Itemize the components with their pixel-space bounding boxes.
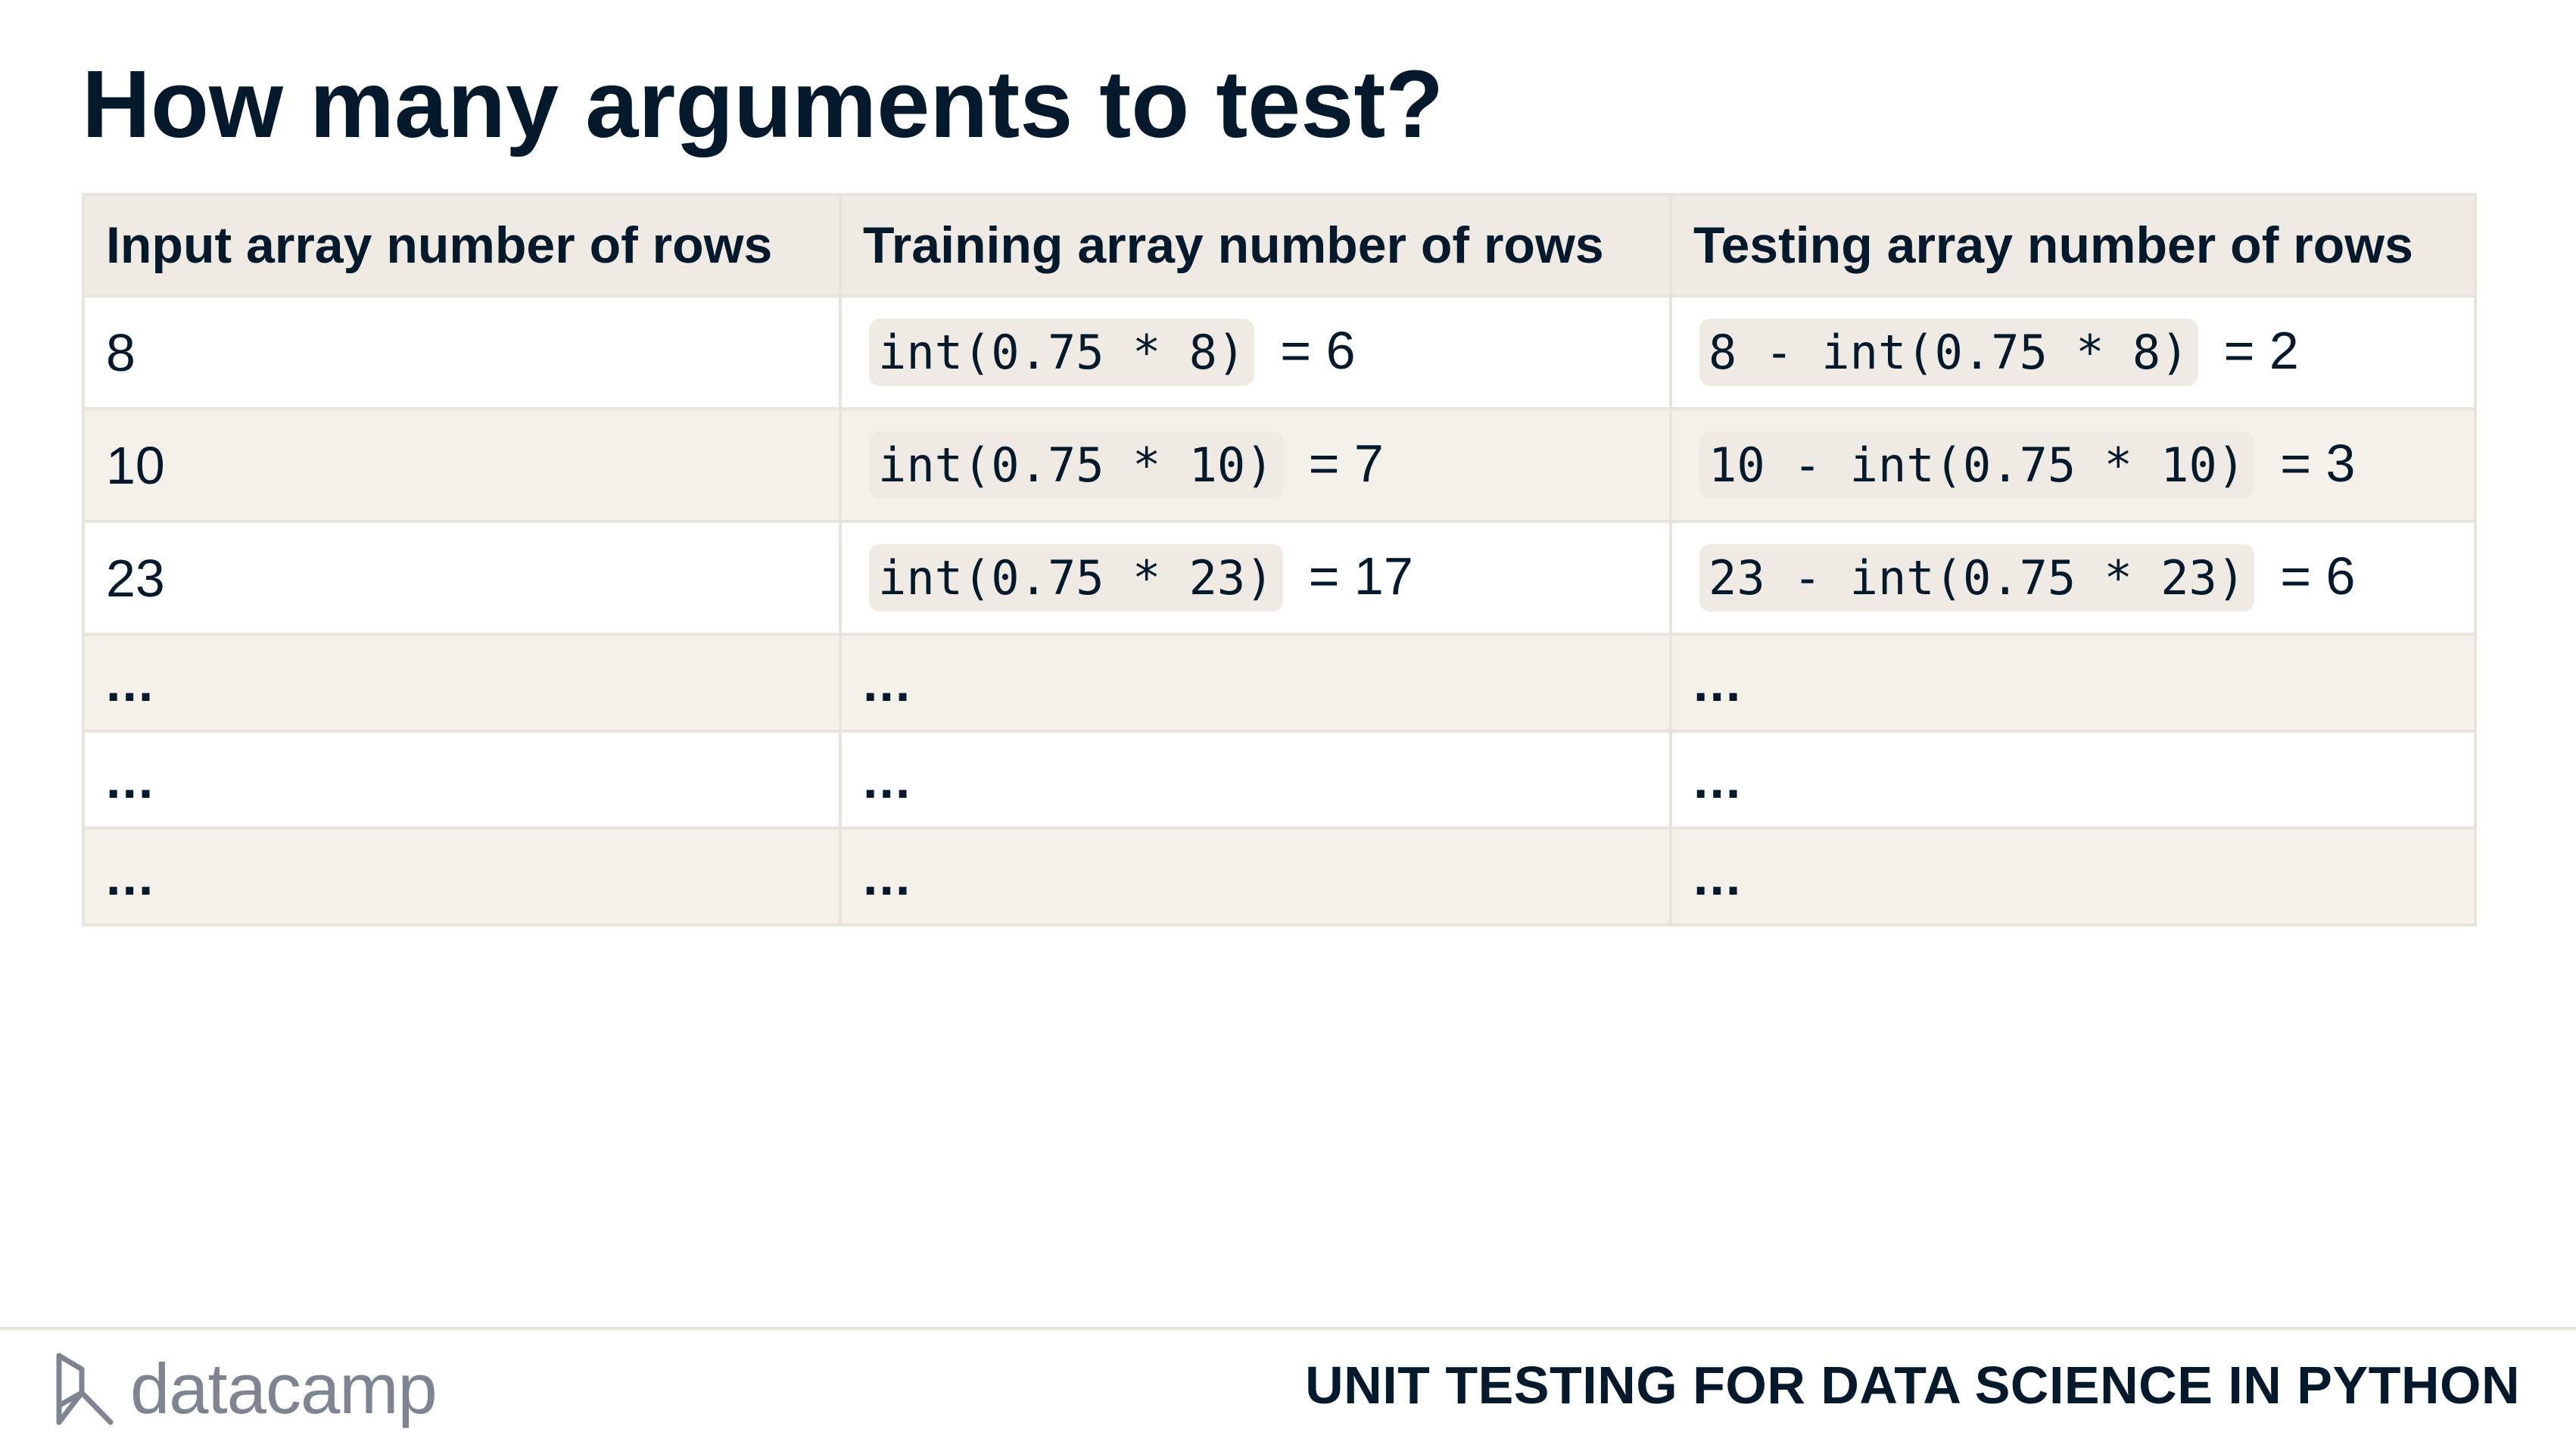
training-cell: int(0.75 * 23) = 17: [839, 520, 1672, 636]
testing-cell: 10 - int(0.75 * 10) = 3: [1669, 407, 2477, 523]
ellipsis-cell: ...: [839, 633, 1672, 733]
result-value: = 6: [2280, 546, 2356, 606]
code-snippet: int(0.75 * 8): [869, 319, 1255, 386]
input-cell: 23: [82, 520, 842, 636]
ellipsis-cell: ...: [839, 730, 1672, 830]
course-title: UNIT TESTING FOR DATA SCIENCE IN PYTHON: [1305, 1356, 2520, 1415]
datacamp-logo-icon: [53, 1351, 117, 1427]
testing-cell: 23 - int(0.75 * 23) = 6: [1669, 520, 2477, 636]
table-row: ... ... ...: [82, 827, 2477, 926]
result-value: = 3: [2280, 434, 2356, 493]
table-row: 8 int(0.75 * 8) = 6 8 - int(0.75 * 8) = 2: [82, 294, 2477, 410]
code-snippet: int(0.75 * 10): [869, 431, 1283, 499]
ellipsis-cell: ...: [82, 730, 842, 830]
header-input-rows: Input array number of rows: [82, 193, 842, 297]
ellipsis-cell: ...: [1669, 827, 2477, 926]
table-row: 23 int(0.75 * 23) = 17 23 - int(0.75 * 23…: [82, 520, 2477, 636]
training-cell: int(0.75 * 10) = 7: [839, 407, 1672, 523]
result-value: = 2: [2223, 321, 2299, 380]
training-cell: int(0.75 * 8) = 6: [839, 294, 1672, 410]
code-snippet: 10 - int(0.75 * 10): [1699, 431, 2255, 499]
datacamp-logo: datacamp: [53, 1347, 438, 1431]
ellipsis-cell: ...: [839, 827, 1672, 926]
testing-cell: 8 - int(0.75 * 8) = 2: [1669, 294, 2477, 410]
code-snippet: 23 - int(0.75 * 23): [1699, 544, 2255, 612]
result-value: = 7: [1308, 434, 1384, 493]
data-table: Input array number of rows Training arra…: [82, 193, 2477, 926]
result-value: = 17: [1308, 546, 1413, 606]
input-cell: 10: [82, 407, 842, 523]
ellipsis-cell: ...: [82, 633, 842, 733]
table-row: ... ... ...: [82, 633, 2477, 733]
table-row: 10 int(0.75 * 10) = 7 10 - int(0.75 * 10)…: [82, 407, 2477, 523]
ellipsis-cell: ...: [1669, 633, 2477, 733]
footer-divider: [0, 1327, 2576, 1330]
header-testing-rows: Testing array number of rows: [1669, 193, 2477, 297]
code-snippet: int(0.75 * 23): [869, 544, 1283, 612]
ellipsis-cell: ...: [1669, 730, 2477, 830]
result-value: = 6: [1280, 321, 1356, 380]
input-cell: 8: [82, 294, 842, 410]
code-snippet: 8 - int(0.75 * 8): [1699, 319, 2198, 386]
table-header-row: Input array number of rows Training arra…: [82, 193, 2477, 297]
header-training-rows: Training array number of rows: [839, 193, 1672, 297]
logo-text: datacamp: [130, 1349, 438, 1428]
ellipsis-cell: ...: [82, 827, 842, 926]
rows-table: Input array number of rows Training arra…: [82, 193, 2477, 926]
table-row: ... ... ...: [82, 730, 2477, 830]
slide-title: How many arguments to test?: [82, 51, 1444, 157]
